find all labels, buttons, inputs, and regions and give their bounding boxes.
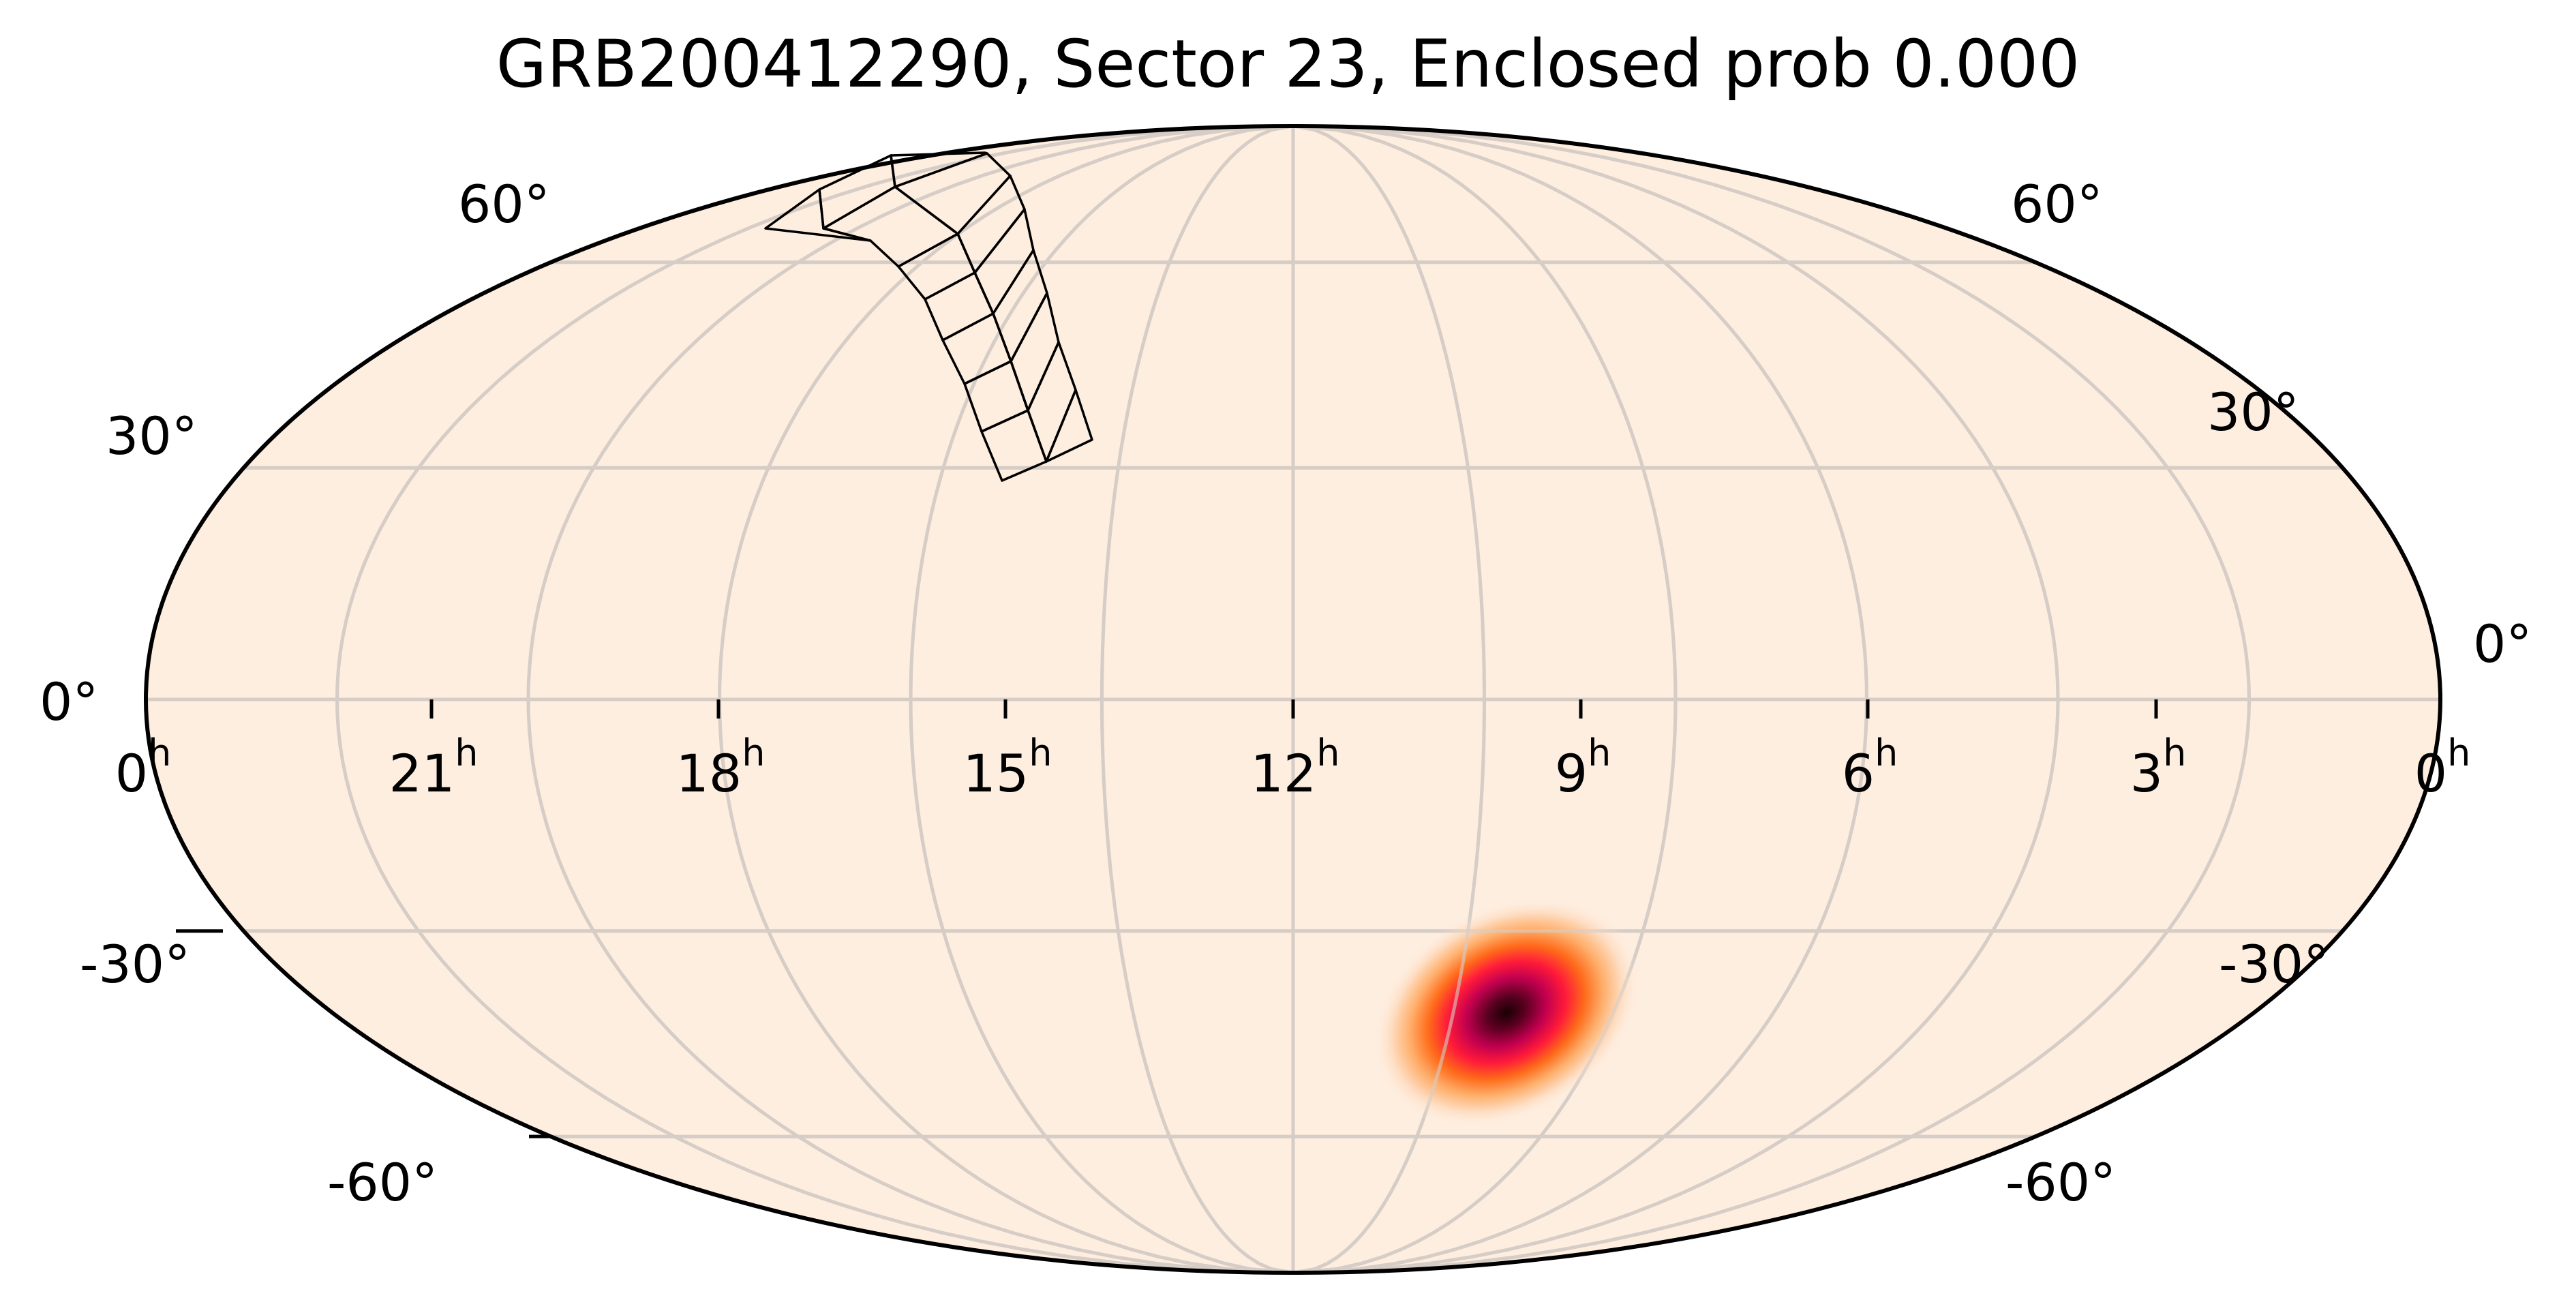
dec-tick-label-right: 30° (2207, 382, 2299, 442)
ra-tick-label: 6h (1841, 731, 1898, 804)
graticule-grid-overlay (146, 126, 2440, 1273)
dec-tick-label-right: -60° (2005, 1152, 2117, 1213)
ra-tick-label: 3h (2130, 731, 2187, 804)
dec-tick-label-right: -30° (2219, 934, 2330, 995)
dec-tick-label-left: 30° (106, 406, 198, 466)
ra-tick-label: 9h (1554, 731, 1611, 804)
ra-tick-label: 21h (389, 731, 479, 804)
ra-tick-label: 0h (115, 731, 172, 804)
ra-tick-label: 18h (676, 731, 766, 804)
ccd-footprint-cell (1045, 389, 1093, 463)
dec-tick-label-right: 60° (2011, 174, 2103, 235)
tess-sector-footprint (764, 151, 1093, 482)
chart-title: GRB200412290, Sector 23, Enclosed prob 0… (496, 26, 2080, 102)
sky-outline (144, 124, 2442, 1275)
dec-tick-label-left: -60° (327, 1152, 438, 1213)
dec-tick-label-left: -30° (80, 934, 191, 995)
ra-tick-label: 15h (963, 731, 1052, 804)
ra-tick-label: 0h (2414, 731, 2471, 804)
dec-tick-label-left: 60° (458, 174, 550, 235)
ra-tick-label: 12h (1250, 731, 1340, 804)
dec-tick-label-left: 0° (40, 671, 99, 732)
dec-tick-label-right: 0° (2473, 614, 2532, 674)
